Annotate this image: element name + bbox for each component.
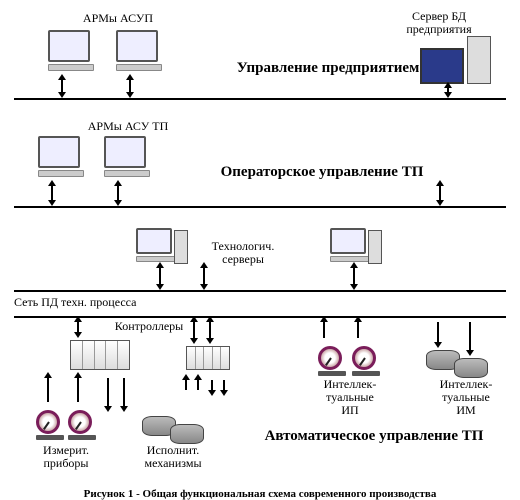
label-top_arm: АРМы АСУП: [68, 12, 168, 25]
flow-arrow: [126, 74, 134, 98]
flow-arrow: [320, 316, 328, 344]
gauge-icon: [36, 410, 64, 440]
workstation-icon: [38, 136, 84, 177]
workstation-icon: [48, 30, 94, 71]
flow-arrow: [114, 180, 122, 206]
flow-arrow: [220, 374, 228, 396]
flow-arrow: [74, 316, 82, 338]
flow-arrow: [74, 372, 82, 408]
flow-arrow: [444, 82, 452, 98]
label-actuators: Исполнит.механизмы: [128, 444, 218, 470]
flow-arrow: [44, 372, 52, 408]
gauge-icon: [318, 346, 346, 376]
flow-arrow: [354, 316, 362, 344]
bus-line: [14, 98, 506, 100]
workstation-icon: [104, 136, 150, 177]
label-controllers: Контроллеры: [104, 320, 194, 333]
label-tier2: Операторское управление ТП: [192, 164, 452, 181]
flow-arrow: [466, 316, 474, 356]
flow-arrow: [48, 180, 56, 206]
gauge-icon: [352, 346, 380, 376]
label-tech_srv: Технологич.серверы: [198, 240, 288, 266]
controller-rack-icon: [186, 346, 230, 370]
label-arm_tp: АРМы АСУ ТП: [68, 120, 188, 133]
workstation-icon: [136, 228, 176, 262]
label-ip: Интеллек-туальныеИП: [310, 378, 390, 418]
flow-arrow: [434, 316, 442, 348]
flow-arrow: [208, 374, 216, 396]
bus-line: [14, 290, 506, 292]
gauge-icon: [68, 410, 96, 440]
label-tier3: Автоматическое управление ТП: [244, 428, 504, 445]
flow-arrow: [156, 262, 164, 290]
label-sensors: Измерит.приборы: [26, 444, 106, 470]
workstation-icon: [116, 30, 162, 71]
flow-arrow: [194, 374, 202, 396]
flow-arrow: [206, 316, 214, 344]
workstation-icon: [330, 228, 370, 262]
flow-arrow: [58, 74, 66, 98]
actuator-icon: [454, 358, 488, 378]
bus-line: [14, 206, 506, 208]
label-tier1: Управление предприятием: [208, 60, 448, 77]
tech-server-icon: [174, 230, 188, 264]
actuator-icon: [170, 424, 204, 444]
label-top_server: Сервер БДпредприятия: [384, 10, 494, 36]
functional-scheme-diagram: АРМы АСУП Сервер БДпредприятия Управление …: [8, 8, 512, 492]
label-net: Сеть ПД техн. процесса: [14, 296, 184, 309]
flow-arrow: [436, 180, 444, 206]
flow-arrow: [120, 372, 128, 412]
tech-server-icon: [368, 230, 382, 264]
flow-arrow: [350, 262, 358, 290]
controller-rack-icon: [70, 340, 130, 370]
flow-arrow: [104, 372, 112, 412]
figure-caption: Рисунок 1 - Общая функциональная схема с…: [0, 488, 520, 500]
flow-arrow: [182, 374, 190, 396]
label-im: Интеллек-туальныеИМ: [426, 378, 506, 418]
bus-line: [14, 316, 506, 318]
